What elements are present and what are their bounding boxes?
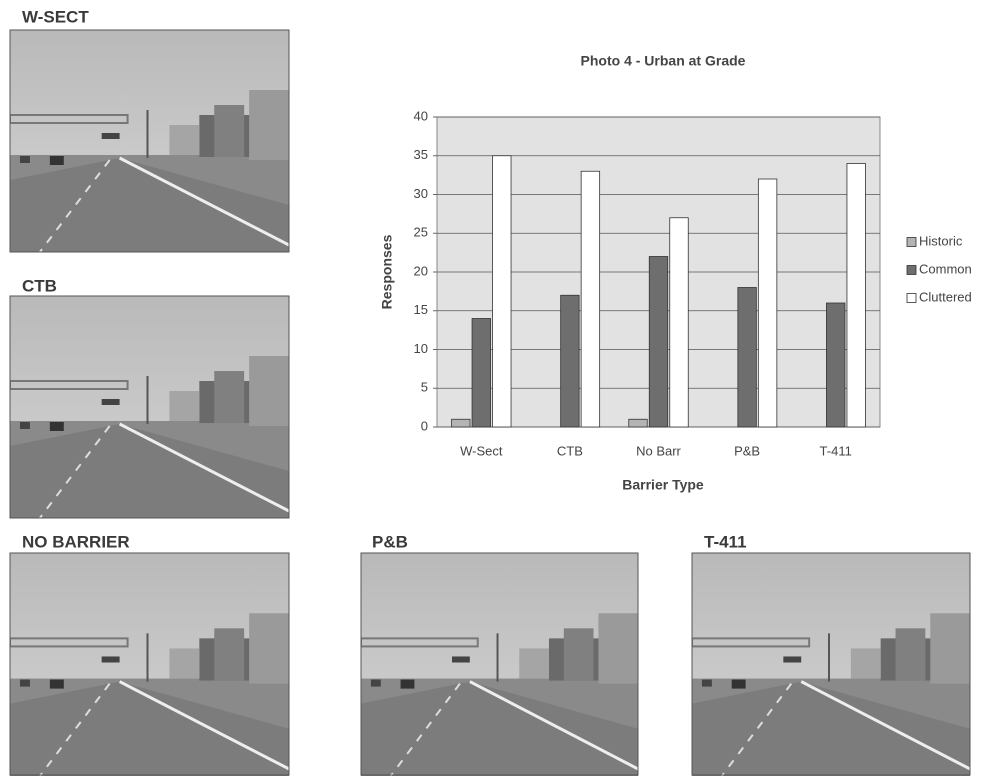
photo-frame [9,295,290,519]
bar [757,178,778,428]
y-tick-label: 20 [414,263,428,278]
x-tick-label: No Barr [636,443,681,458]
photo [692,553,970,776]
y-tick-label: 10 [414,341,428,356]
legend-swatch [906,293,917,303]
x-tick-label: P&B [734,443,760,458]
legend-swatch [906,237,917,247]
bar [846,163,866,428]
photo-label: W-SECT [22,7,89,26]
bar [560,294,580,428]
photo-label: CTB [22,276,57,295]
y-tick-label: 35 [414,147,428,162]
y-tick-label: 40 [414,108,428,123]
bar [580,170,601,428]
y-tick-label: 30 [414,186,428,201]
x-tick-label: CTB [557,443,583,458]
y-tick-label: 5 [421,380,428,395]
photo [10,553,289,776]
photo [361,553,638,776]
photos: W-SECT CTB NO BARRIER P&B T-411 [9,7,971,776]
bar [737,287,757,428]
x-axis-label: Barrier Type [622,477,704,493]
x-tick-label: T-411 [820,443,852,458]
photo-label: T-411 [704,532,747,551]
legend-label: Historic [919,233,963,248]
photo-frame [9,552,290,776]
chart-title: Photo 4 - Urban at Grade [581,53,746,69]
bar [471,318,491,428]
bar [451,418,471,428]
bar [492,155,512,428]
y-tick-label: 0 [421,418,428,433]
photo-frame [360,552,639,776]
y-axis-label: Responses [379,234,395,309]
photo-label: NO BARRIER [22,532,130,551]
y-tick-label: 25 [414,225,428,240]
bar [648,256,669,428]
photo [10,296,289,518]
legend-label: Common [919,261,972,276]
photo-label: P&B [372,532,408,551]
bar [628,418,648,428]
legend-label: Cluttered [919,289,972,304]
y-tick-label: 15 [414,302,428,317]
bar [826,302,846,428]
photo-frame [691,552,971,776]
photo-frame [9,29,290,253]
photo [10,30,289,252]
bar [669,217,689,428]
x-tick-label: W-Sect [460,443,503,458]
legend-swatch [906,265,917,275]
